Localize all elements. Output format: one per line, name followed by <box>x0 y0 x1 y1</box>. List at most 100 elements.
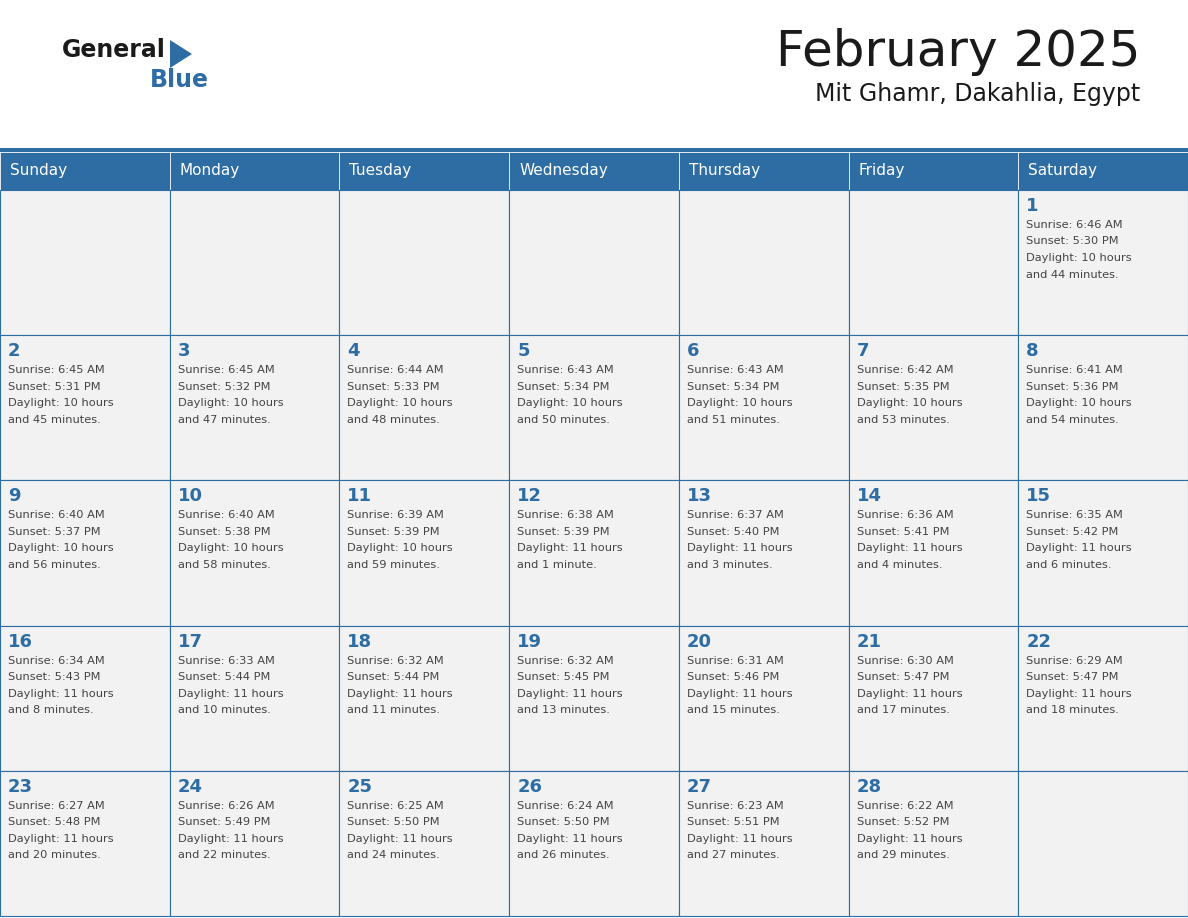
Text: Sunrise: 6:30 AM: Sunrise: 6:30 AM <box>857 655 954 666</box>
Text: and 56 minutes.: and 56 minutes. <box>8 560 101 570</box>
Text: Daylight: 11 hours: Daylight: 11 hours <box>687 543 792 554</box>
Text: Sunset: 5:42 PM: Sunset: 5:42 PM <box>1026 527 1119 537</box>
Text: Daylight: 11 hours: Daylight: 11 hours <box>8 688 114 699</box>
Text: 10: 10 <box>178 487 203 506</box>
Text: 15: 15 <box>1026 487 1051 506</box>
Text: Daylight: 10 hours: Daylight: 10 hours <box>517 398 623 409</box>
Text: and 15 minutes.: and 15 minutes. <box>687 705 779 715</box>
Text: Sunset: 5:38 PM: Sunset: 5:38 PM <box>178 527 271 537</box>
Text: Daylight: 11 hours: Daylight: 11 hours <box>347 834 453 844</box>
Text: Sunset: 5:43 PM: Sunset: 5:43 PM <box>8 672 101 682</box>
Text: Daylight: 11 hours: Daylight: 11 hours <box>178 834 284 844</box>
Text: and 6 minutes.: and 6 minutes. <box>1026 560 1112 570</box>
Text: Sunrise: 6:38 AM: Sunrise: 6:38 AM <box>517 510 614 521</box>
Text: Sunset: 5:30 PM: Sunset: 5:30 PM <box>1026 237 1119 247</box>
Text: 13: 13 <box>687 487 712 506</box>
Text: and 17 minutes.: and 17 minutes. <box>857 705 949 715</box>
Text: Friday: Friday <box>859 163 905 178</box>
Bar <box>170 771 340 916</box>
Text: 7: 7 <box>857 342 870 360</box>
Text: Sunset: 5:34 PM: Sunset: 5:34 PM <box>687 382 779 392</box>
Text: Sunset: 5:37 PM: Sunset: 5:37 PM <box>8 527 101 537</box>
Text: and 45 minutes.: and 45 minutes. <box>8 415 101 425</box>
Text: and 51 minutes.: and 51 minutes. <box>687 415 779 425</box>
Text: 28: 28 <box>857 778 881 796</box>
Text: Monday: Monday <box>179 163 240 178</box>
Text: Sunrise: 6:23 AM: Sunrise: 6:23 AM <box>687 800 784 811</box>
Text: 19: 19 <box>517 633 542 651</box>
Text: 16: 16 <box>8 633 33 651</box>
Text: Daylight: 11 hours: Daylight: 11 hours <box>857 688 962 699</box>
Text: and 58 minutes.: and 58 minutes. <box>178 560 271 570</box>
Text: Sunrise: 6:40 AM: Sunrise: 6:40 AM <box>178 510 274 521</box>
Text: Sunrise: 6:35 AM: Sunrise: 6:35 AM <box>1026 510 1123 521</box>
Text: and 47 minutes.: and 47 minutes. <box>178 415 271 425</box>
Text: Daylight: 11 hours: Daylight: 11 hours <box>8 834 114 844</box>
Text: Sunrise: 6:46 AM: Sunrise: 6:46 AM <box>1026 220 1123 230</box>
Bar <box>510 480 678 625</box>
Text: 6: 6 <box>687 342 700 360</box>
Text: Sunset: 5:50 PM: Sunset: 5:50 PM <box>517 817 609 827</box>
Text: and 29 minutes.: and 29 minutes. <box>857 850 949 860</box>
Text: Sunrise: 6:29 AM: Sunrise: 6:29 AM <box>1026 655 1123 666</box>
Text: Daylight: 11 hours: Daylight: 11 hours <box>1026 543 1132 554</box>
Text: Sunrise: 6:45 AM: Sunrise: 6:45 AM <box>178 365 274 375</box>
Bar <box>1018 771 1188 916</box>
Bar <box>340 152 510 190</box>
Text: 4: 4 <box>347 342 360 360</box>
Bar <box>0 480 170 625</box>
Text: Daylight: 10 hours: Daylight: 10 hours <box>857 398 962 409</box>
Text: Sunrise: 6:34 AM: Sunrise: 6:34 AM <box>8 655 105 666</box>
Text: Sunset: 5:32 PM: Sunset: 5:32 PM <box>178 382 270 392</box>
Text: Daylight: 10 hours: Daylight: 10 hours <box>347 543 453 554</box>
Text: and 8 minutes.: and 8 minutes. <box>8 705 94 715</box>
Text: 11: 11 <box>347 487 372 506</box>
Text: and 44 minutes.: and 44 minutes. <box>1026 270 1119 279</box>
Bar <box>340 625 510 771</box>
Bar <box>848 771 1018 916</box>
Text: Saturday: Saturday <box>1029 163 1098 178</box>
Text: Mit Ghamr, Dakahlia, Egypt: Mit Ghamr, Dakahlia, Egypt <box>815 82 1140 106</box>
Text: Tuesday: Tuesday <box>349 163 412 178</box>
Bar <box>510 771 678 916</box>
Text: 8: 8 <box>1026 342 1040 360</box>
Bar <box>678 771 848 916</box>
Text: Daylight: 10 hours: Daylight: 10 hours <box>8 398 114 409</box>
Text: Wednesday: Wednesday <box>519 163 608 178</box>
Bar <box>678 190 848 335</box>
Bar <box>340 771 510 916</box>
Text: and 1 minute.: and 1 minute. <box>517 560 596 570</box>
Text: Sunrise: 6:26 AM: Sunrise: 6:26 AM <box>178 800 274 811</box>
Bar <box>1018 625 1188 771</box>
Text: Sunrise: 6:32 AM: Sunrise: 6:32 AM <box>347 655 444 666</box>
Text: Sunset: 5:49 PM: Sunset: 5:49 PM <box>178 817 270 827</box>
Text: 2: 2 <box>8 342 20 360</box>
Bar <box>0 148 1188 152</box>
Text: 27: 27 <box>687 778 712 796</box>
Text: 22: 22 <box>1026 633 1051 651</box>
Bar <box>170 152 340 190</box>
Text: Daylight: 11 hours: Daylight: 11 hours <box>347 688 453 699</box>
Text: Daylight: 11 hours: Daylight: 11 hours <box>857 543 962 554</box>
Text: 12: 12 <box>517 487 542 506</box>
Text: Daylight: 10 hours: Daylight: 10 hours <box>178 543 284 554</box>
Text: and 48 minutes.: and 48 minutes. <box>347 415 441 425</box>
Text: Daylight: 10 hours: Daylight: 10 hours <box>1026 253 1132 263</box>
Bar <box>1018 152 1188 190</box>
Bar <box>340 335 510 480</box>
Text: Sunday: Sunday <box>10 163 68 178</box>
Text: Daylight: 10 hours: Daylight: 10 hours <box>687 398 792 409</box>
Bar <box>848 625 1018 771</box>
Text: and 10 minutes.: and 10 minutes. <box>178 705 271 715</box>
Text: 20: 20 <box>687 633 712 651</box>
Text: 23: 23 <box>8 778 33 796</box>
Text: 17: 17 <box>178 633 203 651</box>
Text: Sunrise: 6:41 AM: Sunrise: 6:41 AM <box>1026 365 1123 375</box>
Text: Sunrise: 6:25 AM: Sunrise: 6:25 AM <box>347 800 444 811</box>
Text: Daylight: 11 hours: Daylight: 11 hours <box>687 688 792 699</box>
Text: Sunset: 5:52 PM: Sunset: 5:52 PM <box>857 817 949 827</box>
Text: and 4 minutes.: and 4 minutes. <box>857 560 942 570</box>
Text: Sunset: 5:40 PM: Sunset: 5:40 PM <box>687 527 779 537</box>
Text: Sunrise: 6:45 AM: Sunrise: 6:45 AM <box>8 365 105 375</box>
Text: Sunset: 5:50 PM: Sunset: 5:50 PM <box>347 817 440 827</box>
